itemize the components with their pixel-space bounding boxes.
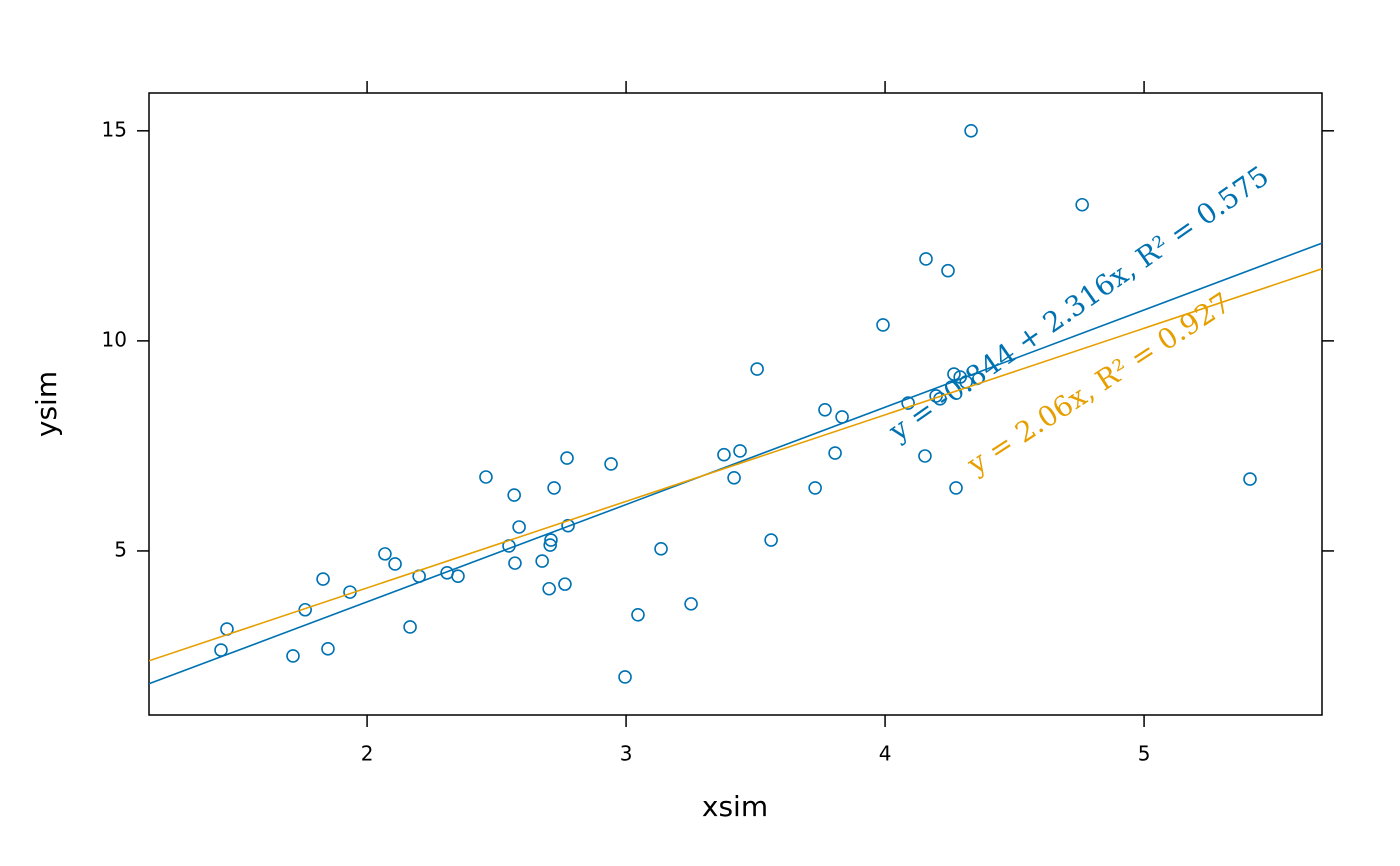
point: [949, 481, 963, 495]
point: [684, 597, 698, 611]
point: [547, 481, 561, 495]
point: [544, 533, 558, 547]
point: [808, 481, 822, 495]
point: [316, 572, 330, 586]
point: [941, 263, 955, 278]
point: [733, 444, 747, 458]
point: [508, 556, 522, 570]
point: [561, 518, 575, 533]
point: [964, 124, 978, 138]
point: [717, 447, 731, 462]
point: [512, 520, 526, 534]
point: [214, 643, 228, 657]
point: [321, 642, 335, 656]
point: [631, 607, 645, 622]
x-tick-label: 5: [1138, 742, 1151, 766]
fit-annotation: y = 2.06x, R² = 0.927: [960, 286, 1236, 481]
x-tick-label: 2: [361, 742, 374, 766]
y-tick-label: 5: [114, 537, 127, 561]
point: [543, 538, 557, 552]
point: [378, 547, 392, 561]
point: [828, 446, 842, 460]
point: [558, 577, 572, 591]
point: [286, 649, 300, 663]
point: [479, 470, 493, 484]
plot-frame: [148, 92, 1323, 716]
point: [876, 318, 890, 332]
x-axis-title: xsim: [702, 790, 768, 823]
point: [403, 620, 417, 634]
point: [764, 533, 778, 547]
x-tick-label: 3: [620, 742, 633, 766]
point: [618, 670, 632, 684]
point: [918, 449, 932, 463]
point: [947, 367, 961, 381]
point: [535, 554, 549, 568]
point: [1243, 472, 1257, 486]
x-tick-label: 4: [879, 742, 892, 766]
point: [604, 457, 618, 471]
point: [919, 252, 933, 266]
point: [818, 402, 832, 417]
point: [727, 471, 741, 485]
point: [560, 451, 574, 465]
point: [901, 396, 915, 410]
fit-line: [149, 242, 1322, 685]
y-axis-title: ysim: [30, 371, 63, 437]
point: [507, 488, 521, 502]
point: [388, 557, 402, 571]
point: [750, 362, 764, 376]
fit-line: [149, 268, 1322, 662]
point: [542, 581, 556, 596]
point: [451, 569, 465, 583]
point: [654, 542, 668, 556]
y-tick-label: 15: [102, 117, 127, 141]
point: [1075, 197, 1089, 212]
y-tick-label: 10: [102, 327, 127, 351]
